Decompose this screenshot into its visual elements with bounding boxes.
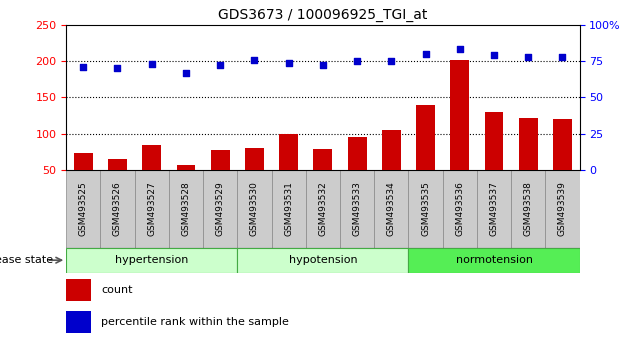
Point [284, 60, 294, 65]
Bar [553, 119, 572, 170]
Point [421, 51, 431, 57]
Bar [66, 311, 91, 333]
Point [386, 58, 396, 64]
Bar [279, 133, 298, 170]
Text: GSM493533: GSM493533 [353, 181, 362, 236]
Bar [211, 150, 229, 170]
Bar [238, 170, 272, 248]
Bar [108, 159, 127, 170]
Text: hypertension: hypertension [115, 255, 188, 265]
Bar [142, 144, 161, 170]
Text: GSM493532: GSM493532 [318, 182, 328, 236]
Point [318, 63, 328, 68]
Bar [416, 104, 435, 170]
Text: GSM493528: GSM493528 [181, 182, 190, 236]
Bar [135, 170, 169, 248]
Bar [169, 170, 203, 248]
Text: normotension: normotension [455, 255, 532, 265]
Bar [306, 170, 340, 248]
Title: GDS3673 / 100096925_TGI_at: GDS3673 / 100096925_TGI_at [218, 8, 428, 22]
Bar [66, 170, 100, 248]
Bar [546, 170, 580, 248]
Bar [340, 170, 374, 248]
Text: hypotension: hypotension [289, 255, 357, 265]
Point [181, 70, 191, 75]
Point [78, 64, 88, 70]
Point [524, 54, 534, 59]
Bar [348, 137, 367, 170]
Text: GSM493536: GSM493536 [455, 181, 464, 236]
Text: GSM493537: GSM493537 [490, 181, 498, 236]
Text: GSM493539: GSM493539 [558, 181, 567, 236]
Text: GSM493530: GSM493530 [250, 181, 259, 236]
Bar [66, 248, 238, 273]
Bar [511, 170, 546, 248]
Text: GSM493538: GSM493538 [524, 181, 533, 236]
Bar [408, 248, 580, 273]
Bar [272, 170, 306, 248]
Point [455, 47, 465, 52]
Text: GSM493534: GSM493534 [387, 182, 396, 236]
Point [215, 63, 226, 68]
Bar [484, 112, 503, 170]
Bar [314, 149, 332, 170]
Bar [238, 248, 408, 273]
Text: GSM493527: GSM493527 [147, 182, 156, 236]
Text: GSM493525: GSM493525 [79, 182, 88, 236]
Text: GSM493535: GSM493535 [421, 181, 430, 236]
Point [558, 54, 568, 59]
Point [249, 57, 260, 62]
Bar [519, 118, 537, 170]
Bar [176, 165, 195, 170]
Point [112, 65, 122, 71]
Point [147, 61, 157, 67]
Bar [382, 130, 401, 170]
Text: disease state: disease state [0, 255, 54, 265]
Bar [374, 170, 408, 248]
Text: GSM493526: GSM493526 [113, 182, 122, 236]
Bar [245, 148, 264, 170]
Point [489, 52, 499, 58]
Bar [100, 170, 135, 248]
Text: percentile rank within the sample: percentile rank within the sample [101, 317, 289, 327]
Bar [203, 170, 238, 248]
Bar [66, 279, 91, 301]
Bar [477, 170, 511, 248]
Bar [443, 170, 477, 248]
Bar [408, 170, 443, 248]
Text: count: count [101, 285, 132, 296]
Text: GSM493529: GSM493529 [215, 182, 225, 236]
Text: GSM493531: GSM493531 [284, 181, 293, 236]
Bar [74, 153, 93, 170]
Point [352, 58, 362, 64]
Bar [450, 59, 469, 170]
